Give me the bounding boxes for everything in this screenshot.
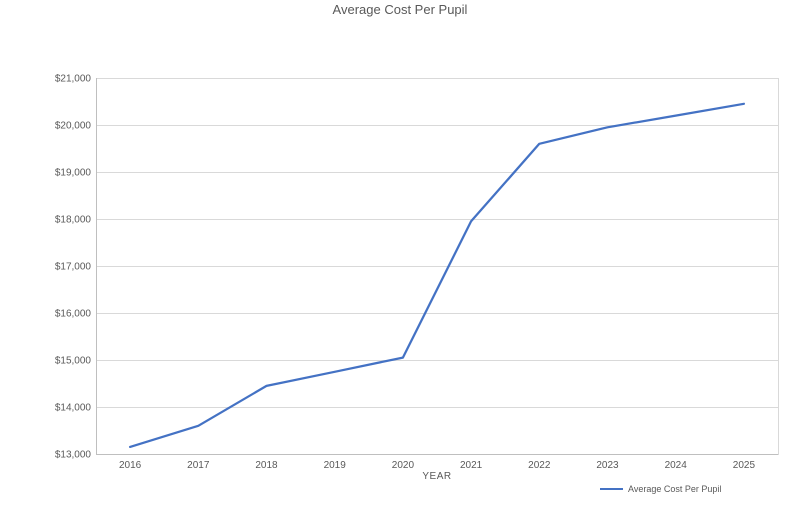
- x-axis-title: YEAR: [422, 471, 452, 482]
- x-tick-label: 2025: [733, 460, 756, 471]
- y-tick-label: $16,000: [55, 309, 92, 320]
- x-tick-label: 2016: [119, 460, 142, 471]
- legend-line-marker: [600, 488, 623, 490]
- y-tick-label: $18,000: [55, 215, 92, 226]
- x-tick-label: 2023: [596, 460, 619, 471]
- x-tick-label: 2019: [324, 460, 347, 471]
- y-tick-label: $17,000: [55, 262, 92, 273]
- x-tick-label: 2018: [255, 460, 278, 471]
- legend-label: Average Cost Per Pupil: [628, 484, 722, 494]
- x-tick-label: 2024: [665, 460, 688, 471]
- legend: Average Cost Per Pupil: [600, 484, 721, 494]
- y-tick-label: $15,000: [55, 356, 92, 367]
- y-tick-label: $20,000: [55, 121, 92, 132]
- x-tick-label: 2020: [392, 460, 415, 471]
- y-tick-label: $21,000: [55, 74, 92, 85]
- series-line: [128, 102, 746, 449]
- y-tick-label: $19,000: [55, 168, 92, 179]
- y-tick-label: $14,000: [55, 403, 92, 414]
- x-tick-label: 2022: [528, 460, 551, 471]
- x-tick-label: 2021: [460, 460, 483, 471]
- chart-title: Average Cost Per Pupil: [332, 2, 468, 17]
- x-tick-label: 2017: [187, 460, 210, 471]
- y-tick-label: $13,000: [55, 450, 92, 461]
